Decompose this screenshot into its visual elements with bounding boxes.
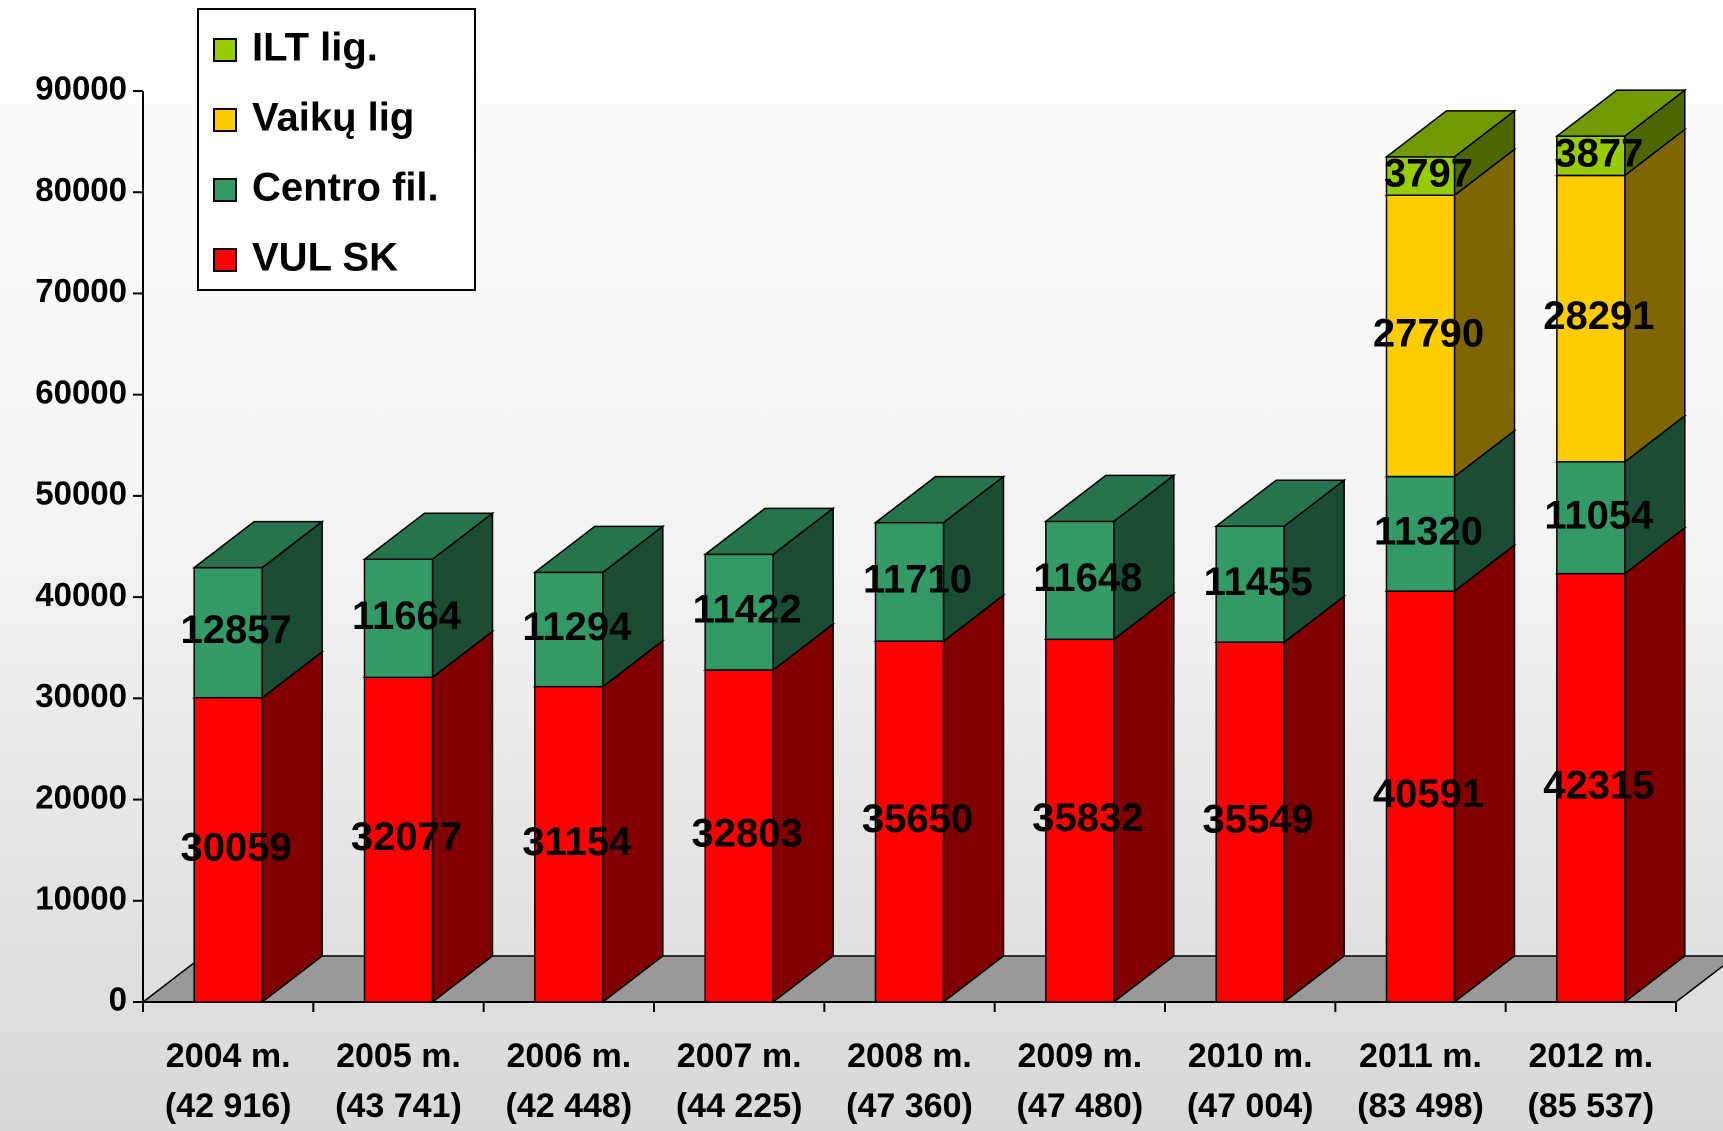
legend-box xyxy=(197,8,476,291)
x-tick-sublabel: (47 004) xyxy=(1187,1087,1314,1125)
bar-top xyxy=(1213,479,1347,527)
bar-segment xyxy=(534,685,604,1003)
bar-segment xyxy=(1556,135,1626,177)
data-label: 32803 xyxy=(692,812,803,856)
bar-segment xyxy=(1385,590,1456,1003)
data-label: 40591 xyxy=(1373,772,1484,816)
x-tick-label: 2012 m. xyxy=(1528,1037,1653,1075)
bar-segment xyxy=(1385,194,1456,478)
bar-segment xyxy=(363,558,434,679)
x-tick-label: 2011 m. xyxy=(1359,1037,1482,1075)
x-tick-label: 2004 m. xyxy=(166,1037,291,1075)
bar-top xyxy=(1384,110,1517,158)
y-tick-label: 90000 xyxy=(35,70,127,107)
bar-segment xyxy=(1215,641,1285,1003)
data-label: 3877 xyxy=(1554,131,1643,175)
bar-segment xyxy=(1045,638,1115,1003)
data-label: 31154 xyxy=(522,820,632,864)
data-label: 12857 xyxy=(181,608,292,652)
legend-swatch xyxy=(213,108,237,132)
y-tick-label: 50000 xyxy=(35,475,127,512)
bar-segment xyxy=(1556,461,1626,575)
legend-swatch xyxy=(213,248,237,272)
data-label: 27790 xyxy=(1373,311,1484,355)
y-tick-label: 30000 xyxy=(35,677,127,714)
legend-label: VUL SK xyxy=(252,236,398,280)
bar-segment xyxy=(1556,572,1626,1003)
legend: ILT lig. Vaikų lig Centro fil. VUL SK xyxy=(197,8,476,291)
x-tick-sublabel: (44 225) xyxy=(676,1087,803,1125)
y-tick-label: 40000 xyxy=(35,576,127,613)
legend-label: Vaikų lig xyxy=(252,96,414,140)
bar-top xyxy=(873,475,1006,524)
data-label: 3797 xyxy=(1384,152,1473,196)
legend-swatch xyxy=(213,178,237,202)
x-tick-sublabel: (42 448) xyxy=(506,1087,633,1125)
data-label: 35549 xyxy=(1203,798,1314,842)
plot-area: 0 10000 20000 30000 40000 50000 60000 70000 8000… xyxy=(35,70,1723,1125)
data-label: 11294 xyxy=(522,605,632,649)
data-label: 11455 xyxy=(1204,560,1313,604)
data-label: 28291 xyxy=(1543,294,1654,338)
bar-top xyxy=(1043,474,1177,523)
bar-segment xyxy=(193,696,263,1003)
x-tick-sublabel: (43 741) xyxy=(335,1087,462,1125)
bar-segment xyxy=(874,640,945,1003)
x-tick-label: 2008 m. xyxy=(847,1037,972,1075)
y-tick-label: 70000 xyxy=(35,272,127,309)
y-tick-label: 20000 xyxy=(35,778,127,815)
bar-segment xyxy=(704,553,774,671)
data-label: 11054 xyxy=(1544,493,1654,537)
y-tick-label: 0 xyxy=(109,981,127,1018)
bar-top xyxy=(191,520,325,569)
y-tick-label: 10000 xyxy=(35,879,127,916)
y-tick-label: 80000 xyxy=(35,171,127,208)
x-tick-label: 2010 m. xyxy=(1188,1037,1313,1075)
data-label: 11320 xyxy=(1374,509,1483,553)
legend-label: ILT lig. xyxy=(252,26,378,70)
x-tick-label: 2009 m. xyxy=(1017,1037,1142,1075)
bar-top xyxy=(1554,89,1688,137)
x-tick-sublabel: (85 537) xyxy=(1528,1087,1655,1125)
data-label: 30059 xyxy=(181,825,292,869)
x-tick-label: 2007 m. xyxy=(677,1037,802,1075)
x-tick-label: 2005 m. xyxy=(336,1037,461,1075)
x-tick-sublabel: (47 360) xyxy=(846,1087,973,1125)
bar-segment xyxy=(534,571,604,688)
data-label: 42315 xyxy=(1543,763,1654,807)
data-label: 11710 xyxy=(863,557,972,601)
legend-swatch xyxy=(213,38,237,62)
bar-segment xyxy=(363,676,434,1003)
bar-segment xyxy=(193,566,263,699)
y-tick-label: 60000 xyxy=(35,373,127,410)
bar-segment xyxy=(1045,520,1115,641)
data-label: 11664 xyxy=(352,594,462,638)
bar-top xyxy=(702,507,836,556)
legend-label: Centro fil. xyxy=(252,166,439,210)
x-tick-label: 2006 m. xyxy=(506,1037,631,1075)
data-label: 11422 xyxy=(693,588,802,632)
x-tick-sublabel: (83 498) xyxy=(1357,1087,1484,1125)
bar-segment xyxy=(1215,525,1285,643)
data-label: 11648 xyxy=(1033,556,1142,600)
bar-top xyxy=(532,525,666,574)
x-tick-sublabel: (47 480) xyxy=(1017,1087,1144,1125)
data-label: 32077 xyxy=(351,815,462,859)
bar-top xyxy=(362,512,495,560)
data-label: 35650 xyxy=(862,797,973,841)
data-label: 35832 xyxy=(1032,796,1143,840)
x-tick-sublabel: (42 916) xyxy=(165,1087,292,1125)
